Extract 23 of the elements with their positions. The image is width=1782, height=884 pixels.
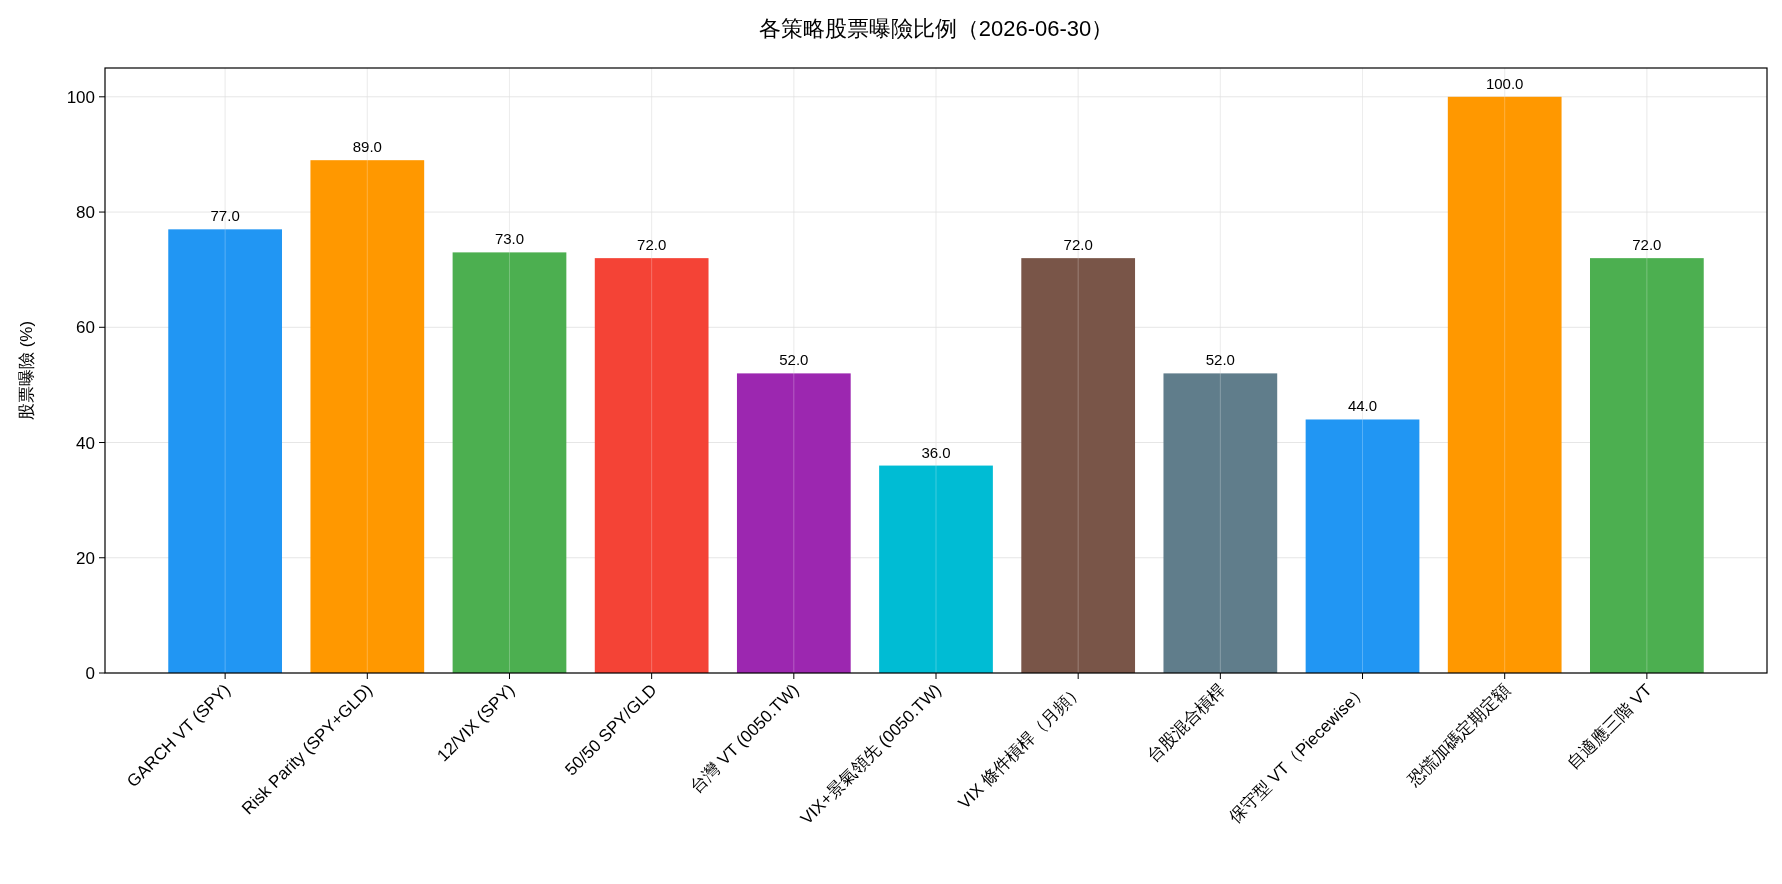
y-tick-label: 60 (76, 318, 95, 338)
data-label: 77.0 (210, 207, 240, 225)
x-tick-label: VIX 條件槓桿（月頻） (954, 680, 1087, 813)
y-tick-label: 80 (76, 203, 95, 223)
x-tick-label: 恐慌加碼定期定額 (1403, 680, 1514, 791)
data-label: 72.0 (1063, 236, 1093, 254)
data-label: 72.0 (637, 236, 667, 254)
y-tick-label: 0 (85, 664, 95, 683)
x-tick-label: 台股混合槓桿 (1143, 680, 1230, 766)
data-label: 73.0 (494, 230, 525, 248)
data-label: 52.0 (1205, 351, 1235, 369)
y-tick-label: 100 (66, 87, 95, 107)
data-label: 36.0 (921, 443, 951, 461)
data-label: 100.0 (1485, 74, 1524, 92)
data-label: 72.0 (1632, 236, 1662, 254)
chart-title: 各策略股票曝險比例（2026-06-30） (758, 16, 1114, 41)
y-tick-label: 40 (76, 433, 95, 453)
y-tick-label: 20 (76, 548, 95, 568)
data-label: 89.0 (352, 138, 382, 156)
data-label: 52.0 (779, 351, 809, 369)
data-label: 44.0 (1347, 397, 1378, 415)
x-tick-label: 自適應三階 VT (1563, 680, 1656, 773)
y-axis-title: 股票曝險 (%) (17, 320, 36, 421)
